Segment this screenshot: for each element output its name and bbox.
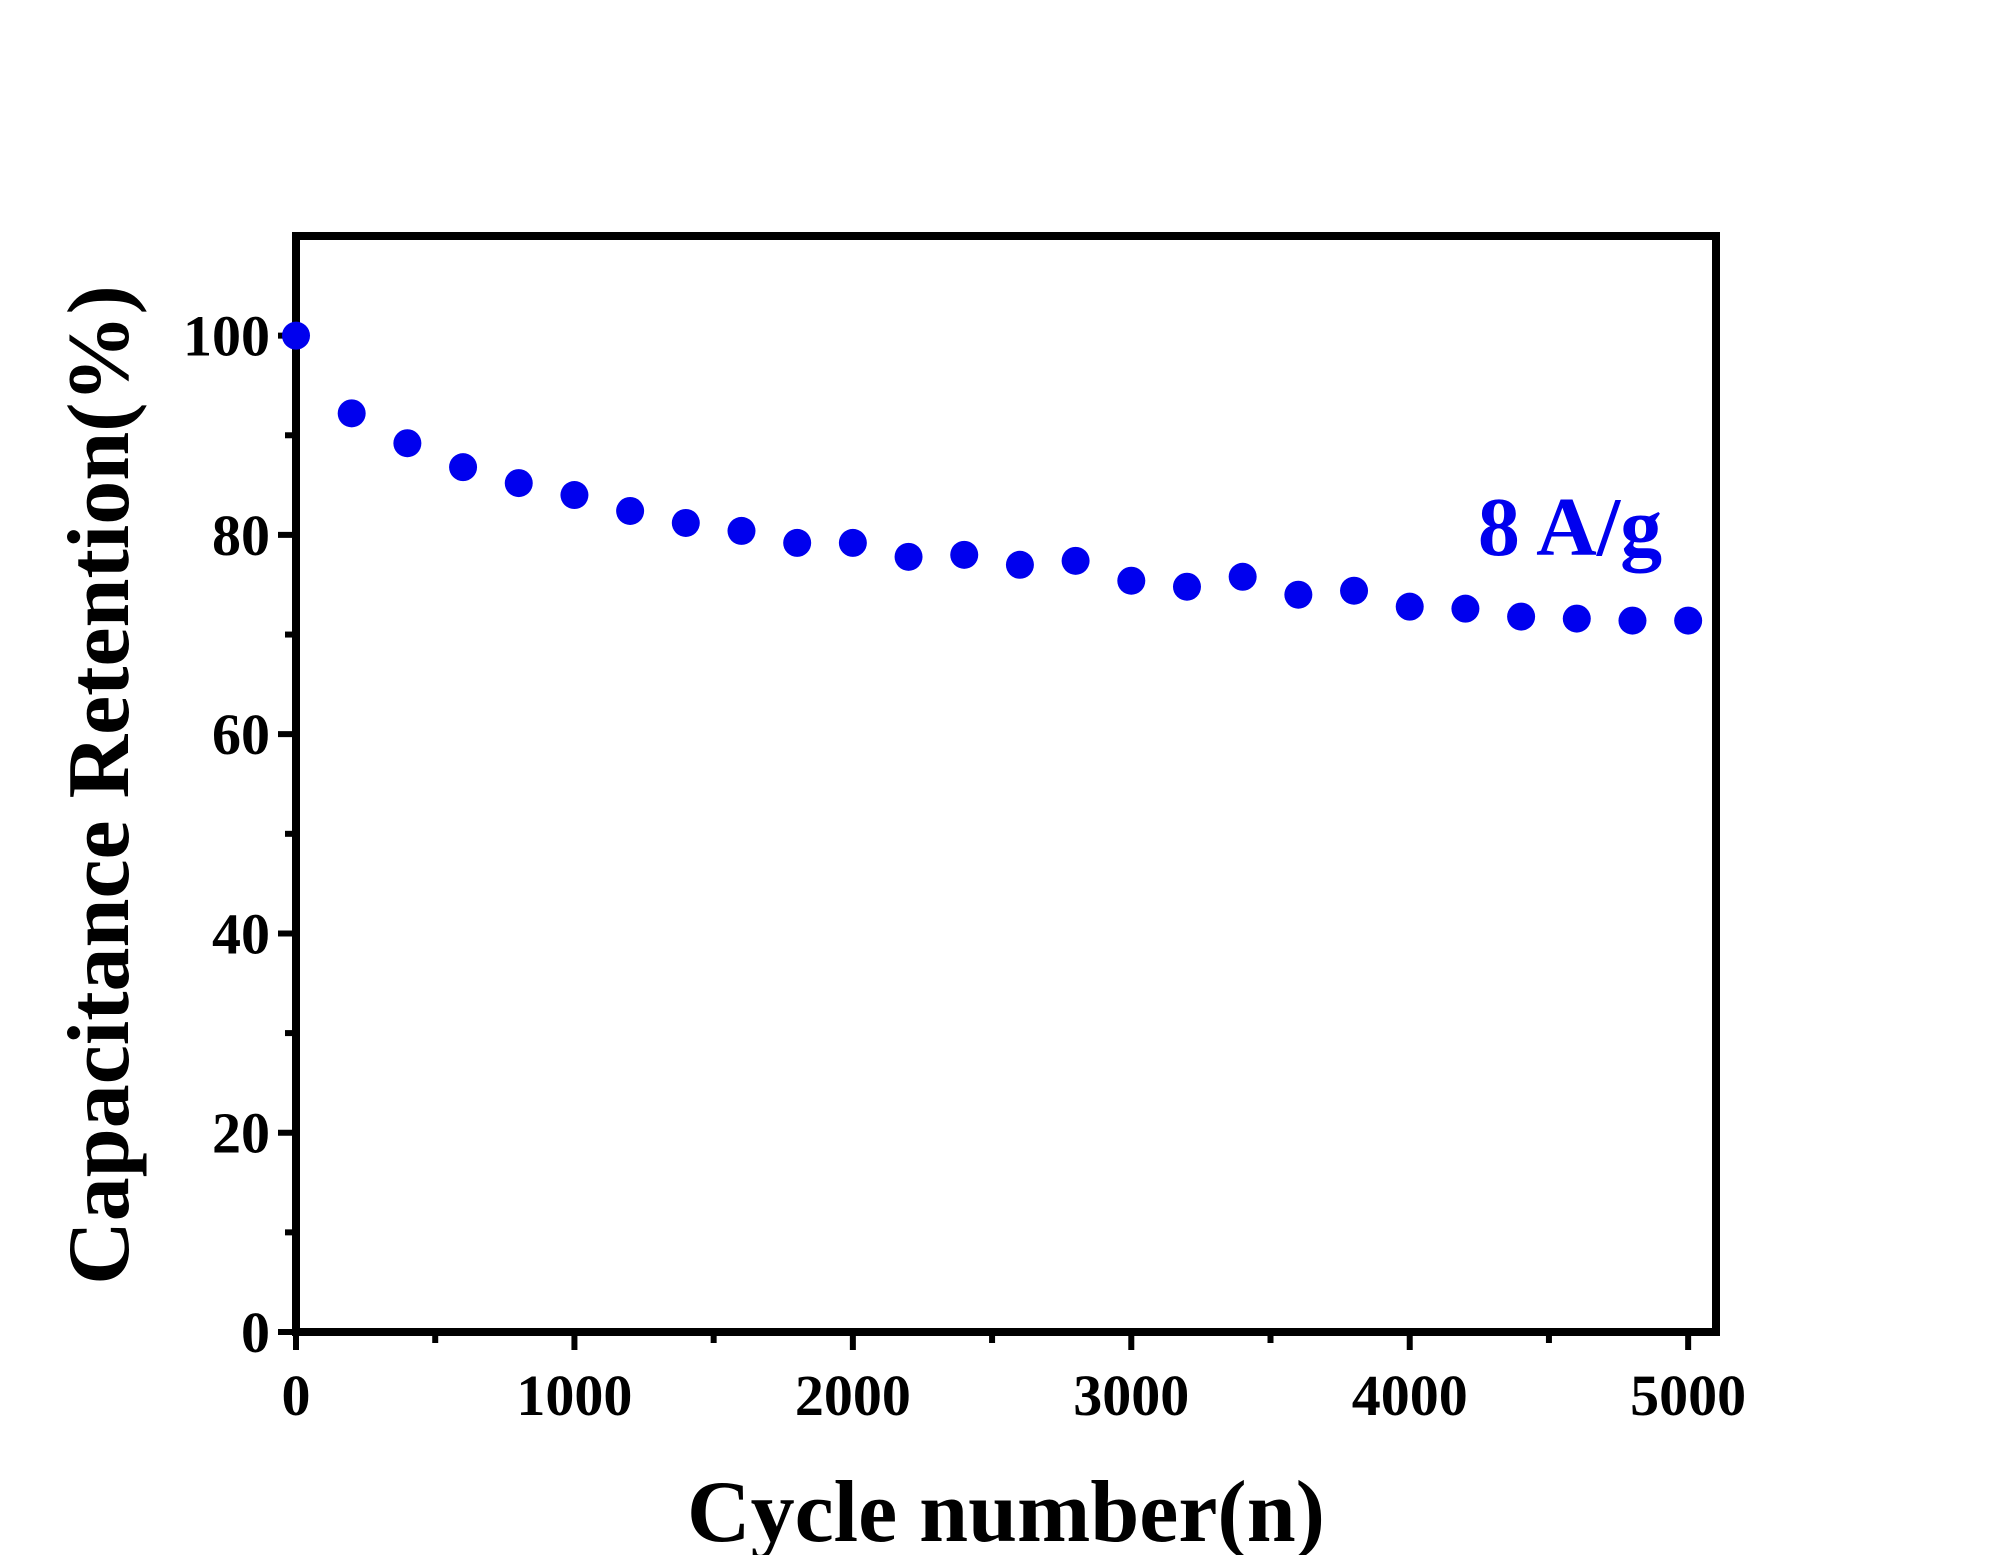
data-point: [1340, 576, 1369, 605]
data-point: [337, 399, 366, 428]
series-annotation-label: 8 A/g: [1478, 481, 1662, 574]
axes: [292, 232, 1720, 1336]
data-point: [838, 528, 867, 557]
data-point: [950, 540, 979, 569]
data-point: [1395, 592, 1424, 621]
y-tick-label: 20: [212, 1101, 270, 1166]
x-tick-label: 2000: [795, 1363, 911, 1428]
data-point: [1228, 562, 1257, 591]
plot-frame: [292, 232, 1720, 1336]
x-tick-label: 0: [282, 1363, 311, 1428]
y-tick-label: 80: [212, 503, 270, 568]
x-tick-label: 5000: [1630, 1363, 1746, 1428]
data-point: [560, 481, 589, 510]
ticks: 0 1000 2000 3000 4000 5000 0 20 40 60 80 100: [183, 304, 1746, 1428]
y-tick-label: 0: [241, 1300, 270, 1365]
data-point: [616, 496, 645, 525]
data-point: [449, 453, 478, 482]
x-axis-title: Cycle number(n): [687, 1464, 1325, 1555]
data-point: [1117, 566, 1146, 595]
data-point: [1172, 572, 1201, 601]
data-points: [282, 321, 1703, 635]
data-point: [1562, 604, 1591, 633]
x-tick-label: 1000: [516, 1363, 632, 1428]
y-tick-label: 40: [212, 901, 270, 966]
data-point: [894, 542, 923, 571]
y-axis-title: Capacitance Retention(%): [51, 285, 148, 1285]
data-point: [1005, 550, 1034, 579]
data-point: [783, 528, 812, 557]
y-tick-label: 100: [183, 304, 270, 369]
data-point: [1507, 602, 1536, 631]
x-tick-label: 3000: [1073, 1363, 1189, 1428]
data-point: [671, 508, 700, 537]
data-point: [504, 469, 533, 498]
data-point: [1674, 606, 1703, 635]
data-point: [393, 429, 422, 458]
data-point: [282, 321, 310, 350]
data-point: [1451, 594, 1480, 623]
data-point: [1284, 580, 1313, 609]
data-point: [1061, 546, 1090, 575]
x-tick-label: 4000: [1352, 1363, 1468, 1428]
data-point: [1618, 606, 1647, 635]
data-point: [727, 516, 756, 545]
y-tick-label: 60: [212, 702, 270, 767]
